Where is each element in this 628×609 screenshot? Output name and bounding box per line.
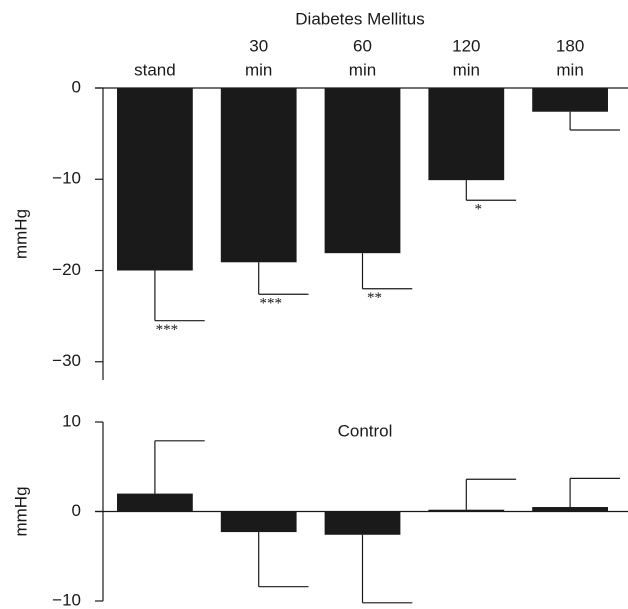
x-tick-label: 60: [353, 36, 372, 55]
bar: [220, 88, 297, 263]
x-tick-label: min: [349, 60, 376, 79]
bar: [324, 511, 401, 535]
bar: [428, 509, 505, 512]
y-axis-label: mmHg: [11, 209, 30, 259]
bar: [117, 88, 193, 271]
significance-label: **: [367, 290, 382, 306]
bar: [428, 88, 505, 181]
bar: [532, 507, 608, 512]
x-tick-label: min: [453, 60, 480, 79]
x-tick-label: min: [245, 60, 272, 79]
chart-title: Diabetes Mellitus: [295, 9, 424, 28]
bar: [220, 511, 297, 533]
bar: [117, 493, 193, 512]
significance-label: *: [475, 202, 483, 218]
bar: [324, 88, 401, 254]
bar: [532, 88, 608, 112]
x-tick-label: 180: [556, 36, 584, 55]
y-tick-label: 0: [72, 77, 81, 96]
x-tick-label: 120: [452, 36, 480, 55]
x-tick-label: min: [556, 60, 583, 79]
y-tick-label: −20: [52, 260, 81, 279]
x-tick-label: stand: [134, 60, 176, 79]
y-tick-label: 0: [72, 501, 81, 520]
y-tick-label: 10: [62, 411, 81, 430]
y-tick-label: −10: [52, 169, 81, 188]
x-tick-label: 30: [249, 36, 268, 55]
significance-label: ***: [156, 322, 179, 338]
chart-title: Control: [338, 421, 393, 440]
y-axis-label: mmHg: [11, 486, 30, 536]
y-tick-label: −30: [52, 351, 81, 370]
y-tick-label: −10: [52, 590, 81, 609]
significance-label: ***: [259, 296, 282, 312]
